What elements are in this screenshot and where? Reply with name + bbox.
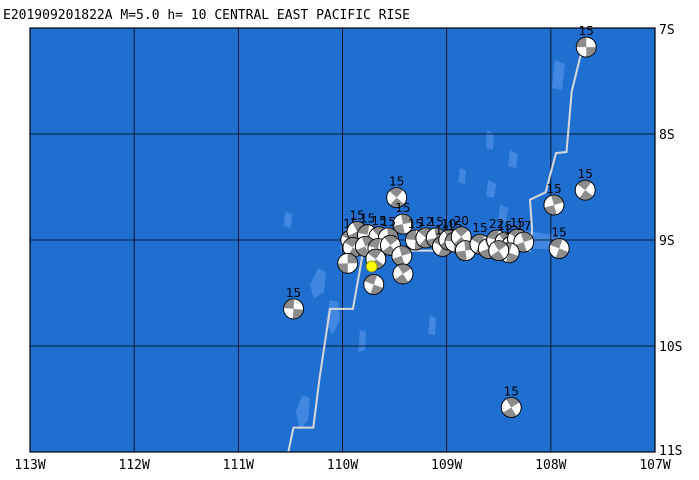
beachball-quadrant [586, 47, 597, 58]
beachball-quadrant [454, 226, 469, 237]
x-tick-label: 110W [327, 458, 358, 473]
plate-boundary [287, 48, 584, 453]
beachball-quadrant [471, 234, 485, 245]
beachball-quadrant [337, 263, 348, 274]
depth-label: 15 [579, 24, 594, 38]
beachball-ring [337, 252, 359, 274]
x-tick-label: 112W [119, 458, 150, 473]
beachball-quadrant [401, 214, 413, 225]
focal-mechanism: 15 [386, 175, 408, 209]
beachball-quadrant [502, 407, 517, 418]
y-tick-label: 8S [659, 128, 675, 143]
beachball-quadrant [405, 229, 417, 240]
y-tick-label: 11S [659, 444, 682, 459]
depth-label: 15 [578, 167, 593, 181]
x-tick-label: 109W [431, 458, 462, 473]
beachball-ring [386, 187, 408, 209]
depth-label: 15 [510, 216, 525, 230]
beachball-quadrant [579, 190, 594, 201]
focal-mechanism: 15 [283, 286, 304, 320]
beachball-quadrant [389, 197, 405, 208]
beachball-ring [363, 274, 385, 295]
beachball-ring [380, 234, 401, 256]
beachball-quadrant [292, 308, 304, 319]
focal-mechanism [391, 245, 413, 267]
beachball-ring [575, 36, 597, 58]
beachball-quadrant [344, 237, 359, 248]
depth-label: 15 [472, 221, 487, 235]
depth-label: 15 [504, 384, 519, 398]
beachball-quadrant [493, 240, 508, 251]
beachball-ring [392, 263, 414, 285]
depth-label: 17 [516, 219, 531, 233]
focal-mechanism [392, 263, 414, 285]
longitude-axis: 113W 112W 111W 110W 109W 108W 107W [14, 458, 670, 473]
x-tick-label: 108W [535, 458, 566, 473]
beachball-ring [543, 194, 565, 216]
y-tick-label: 9S [659, 234, 675, 249]
beachball-quadrant [505, 397, 520, 408]
latitude-axis: 7S 8S 9S 10S 11S [659, 23, 682, 459]
focal-mechanism: 15 [543, 182, 565, 216]
focal-mechanism [363, 274, 385, 295]
depth-label: 15 [349, 209, 364, 223]
beachball-ring [500, 397, 522, 418]
depth-label: 15 [552, 225, 567, 239]
beachball-quadrant [283, 298, 295, 309]
depth-label: 15 [408, 217, 423, 231]
x-tick-label: 111W [223, 458, 254, 473]
beachball-quadrant [397, 263, 412, 274]
depth-label: 15 [497, 219, 512, 233]
x-tick-label: 113W [14, 458, 45, 473]
focal-mechanism [488, 240, 510, 262]
focal-mechanism: 15 [575, 24, 597, 58]
y-tick-label: 7S [659, 23, 675, 38]
beachball-quadrant [393, 224, 405, 235]
focal-mechanisms: 1515151515151515151515151515121515101520… [283, 24, 597, 418]
depth-label: 15 [389, 175, 404, 189]
focal-mechanism [337, 252, 359, 274]
beachball-quadrant [352, 221, 366, 232]
beachball-ring [513, 231, 535, 253]
depth-label: 10 [441, 217, 456, 231]
map-title: E201909201822A M=5.0 h= 10 CENTRAL EAST … [3, 8, 410, 23]
map-frame [29, 27, 656, 453]
depth-label: 15 [360, 212, 375, 226]
beachball-quadrant [509, 228, 524, 239]
beachball-quadrant [389, 187, 404, 198]
beachball-quadrant [577, 180, 592, 191]
beachball-ring [574, 179, 596, 201]
beachball-quadrant [576, 37, 587, 48]
beachball-ring [548, 238, 570, 259]
beachball-quadrant [357, 224, 370, 235]
beachball-quadrant [490, 250, 505, 261]
depth-label: 22 [489, 217, 504, 231]
y-tick-label: 10S [659, 340, 682, 355]
beachball-quadrant [394, 273, 409, 284]
beachball-quadrant [438, 246, 452, 257]
epicenter-marker [365, 260, 378, 273]
beachball-quadrant [384, 235, 399, 246]
focal-mechanism: 15 [392, 201, 414, 235]
depth-label: 15 [286, 286, 301, 300]
depth-label: 12 [418, 215, 433, 229]
beachball-quadrant [367, 249, 382, 260]
beachball-ring [392, 213, 414, 235]
depth-label: 15 [395, 201, 410, 215]
depth-label: 15 [371, 214, 386, 228]
depth-label: 15 [546, 182, 561, 196]
depth-label: 15 [381, 215, 396, 229]
beachball-ring [488, 240, 510, 262]
depth-label: 20 [454, 214, 469, 228]
x-tick-label: 107W [639, 458, 670, 473]
beachball-ring [283, 298, 304, 320]
focal-mechanism: 15 [500, 384, 522, 418]
focal-mechanism: 15 [548, 225, 570, 259]
beachball-quadrant [455, 250, 467, 261]
focal-mechanism: 15 [574, 167, 596, 201]
beachball-quadrant [418, 227, 433, 238]
depth-label: 15 [429, 215, 444, 229]
beachball-quadrant [347, 253, 358, 264]
